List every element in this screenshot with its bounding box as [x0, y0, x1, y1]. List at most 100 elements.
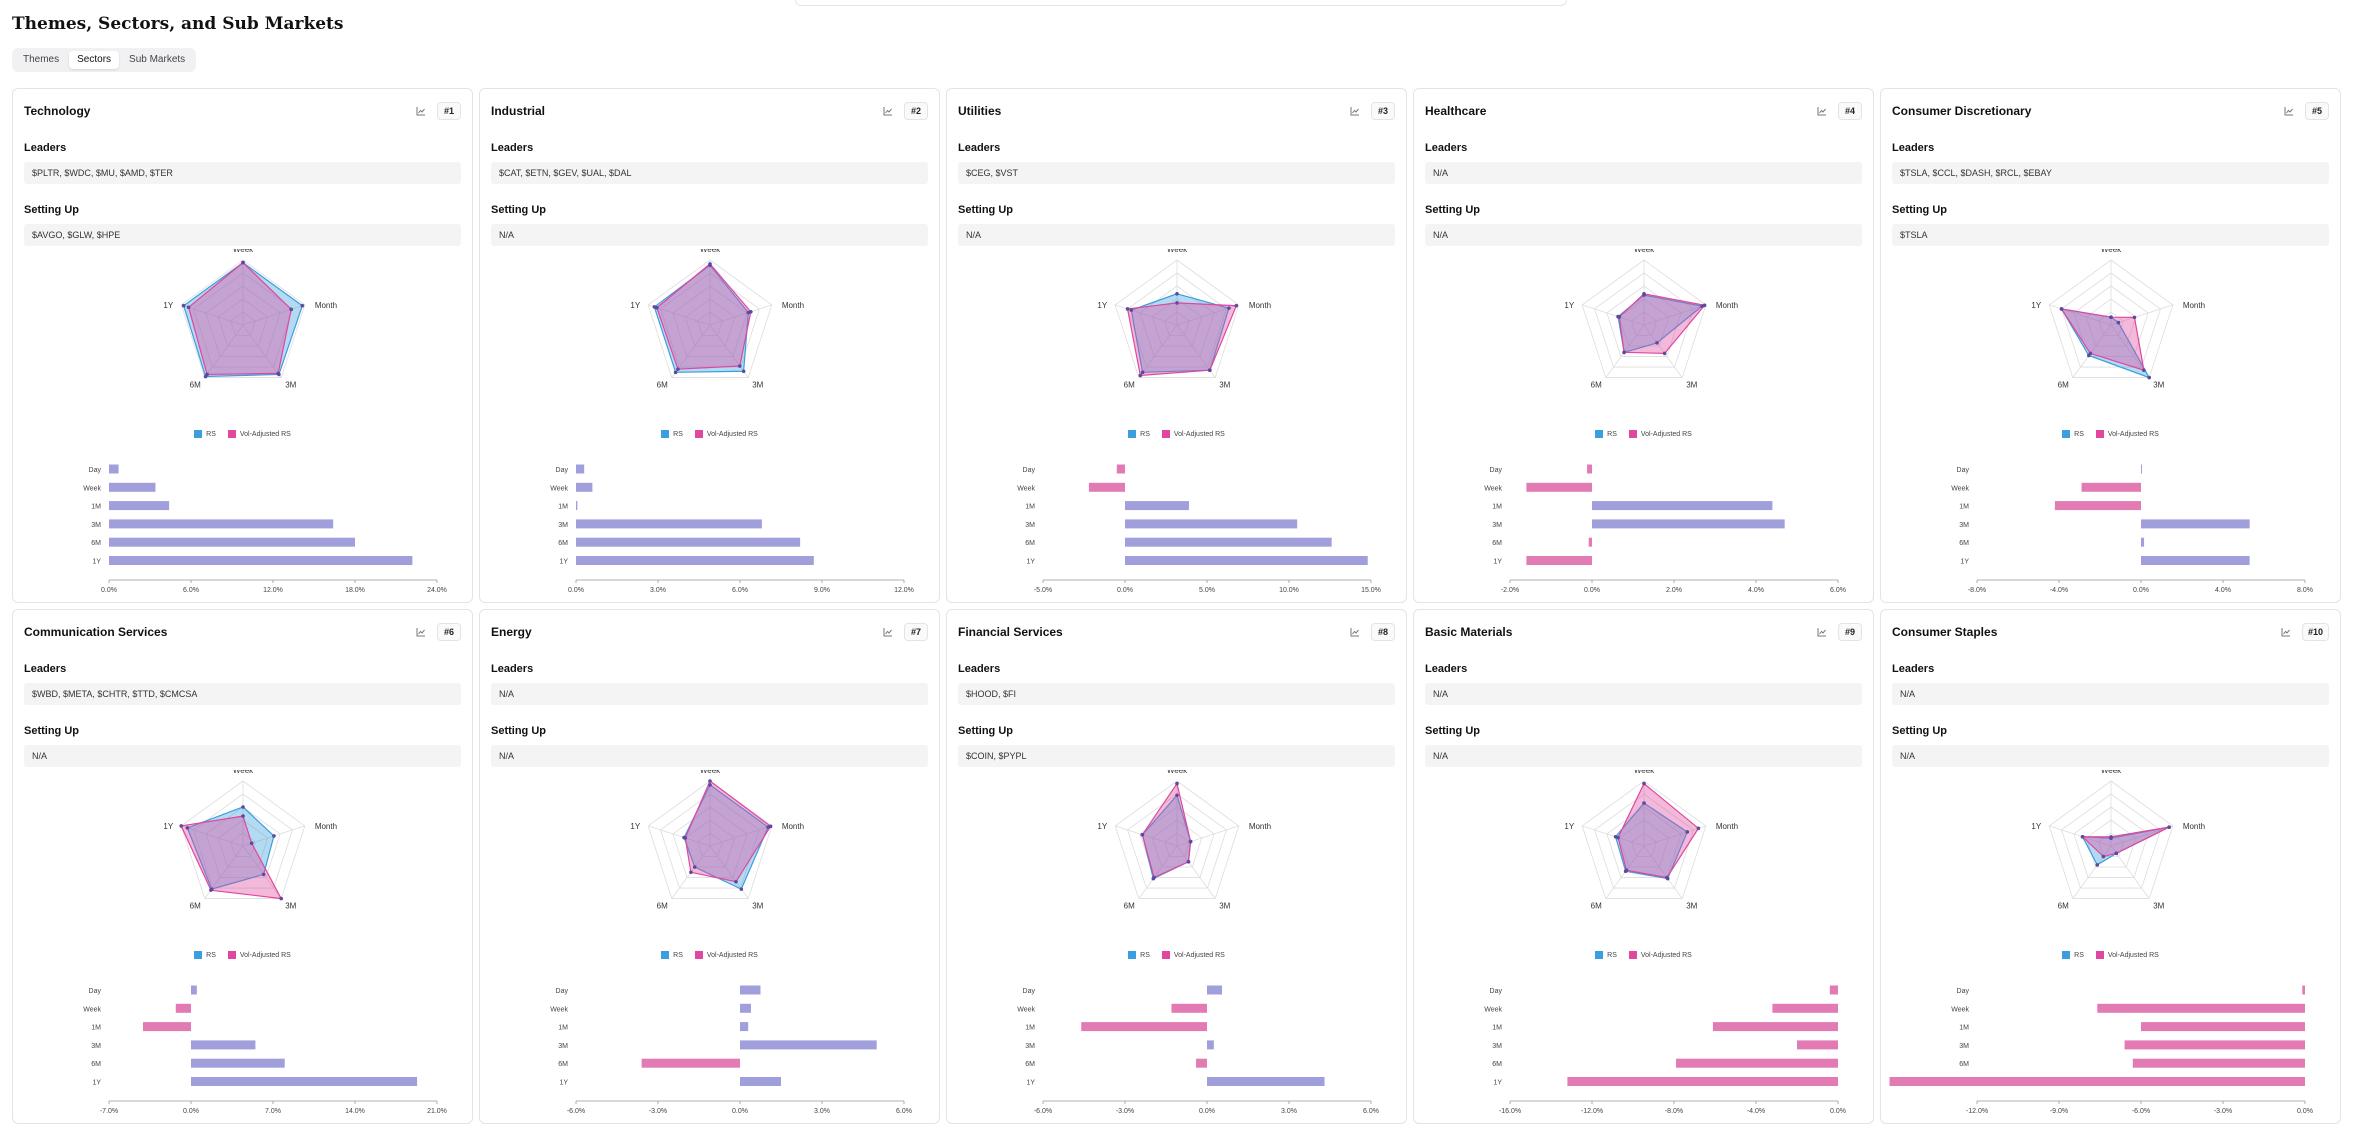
legend-item-vol-adjusted-rs[interactable]: Vol-Adjusted RS	[227, 951, 291, 959]
bar-category-label: Week	[1017, 485, 1035, 492]
bar-chart: Day Week 1M 3M 6M 1Y -6.0% -3.0% 0.0% 3.0% 6.0%	[550, 985, 912, 1115]
x-tick-label: 21.0%	[427, 1108, 447, 1115]
legend-item-vol-adjusted-rs[interactable]: Vol-Adjusted RS	[2095, 951, 2159, 959]
radar-grid-ring	[1127, 793, 1227, 889]
chart-view-button[interactable]	[1345, 622, 1365, 642]
legend-item-rs[interactable]: RS	[194, 951, 216, 959]
bar	[2141, 537, 2145, 547]
chart-view-button[interactable]	[411, 622, 431, 642]
bar-category-label: Day	[1957, 467, 1970, 474]
sector-card: Utilities #3 Leaders $CEG, $VST Setting Up N/…	[946, 88, 1407, 603]
tab-sub-markets[interactable]: Sub Markets	[129, 54, 186, 65]
tab-sectors[interactable]: Sectors	[69, 51, 120, 69]
chart-view-button[interactable]	[411, 101, 431, 121]
radar-axis-label: 1Y	[1097, 822, 1107, 831]
legend-swatch-rs	[2062, 430, 2071, 438]
radar-axis-label: Month	[315, 822, 337, 831]
sector-grid: Technology #1 Leaders $PLTR, $WDC, $MU, $AM…	[12, 88, 2341, 1124]
legend-item-vol-adjusted-rs[interactable]: Vol-Adjusted RS	[694, 430, 758, 438]
legend-item-vol-adjusted-rs[interactable]: Vol-Adjusted RS	[227, 430, 291, 438]
legend-item-rs[interactable]: RS	[661, 951, 683, 959]
legend: RS Vol-Adjusted RS	[947, 949, 1406, 961]
radar-axis-label: 3M	[1686, 902, 1697, 911]
legend-item-vol-adjusted-rs[interactable]: Vol-Adjusted RS	[1161, 951, 1225, 959]
legend-item-vol-adjusted-rs[interactable]: Vol-Adjusted RS	[2095, 430, 2159, 438]
tab-bar: Themes Sectors Sub Markets	[12, 48, 197, 72]
chart-view-button[interactable]	[878, 101, 898, 121]
bar	[109, 556, 413, 565]
radar-point	[1175, 301, 1179, 305]
radar-point	[272, 834, 276, 838]
radar-chart: Week Month 3M 6M 1Y	[1564, 249, 1738, 390]
bar-chart: Day Week 1M 3M 6M 1Y -6.0% -3.0% 0.0% 3.0% 6.0%	[1017, 985, 1379, 1115]
bar-chart: Day Week 1M 3M 6M 1Y -16.0% -12.0% -8.0% -4.0% 0.0…	[1484, 985, 1846, 1115]
legend-item-vol-adjusted-rs[interactable]: Vol-Adjusted RS	[1628, 430, 1692, 438]
radar-series-rs	[186, 806, 275, 890]
bar	[191, 985, 197, 995]
radar-axis-label: 3M	[1219, 902, 1230, 911]
legend-label-rs: RS	[1140, 951, 1150, 959]
legend-item-rs[interactable]: RS	[2062, 430, 2084, 438]
radar-grid-ring	[1606, 806, 1682, 878]
bar-category-label: 3M	[1025, 522, 1035, 529]
bar-category-label: Week	[550, 1006, 568, 1013]
radar-point	[186, 305, 191, 310]
radar-point	[1186, 859, 1191, 864]
leaders-label: Leaders	[1892, 142, 1935, 154]
radar-point	[673, 370, 678, 375]
leaders-value: N/A	[1425, 683, 1862, 705]
radar-chart: Week Month 3M 6M 1Y	[1097, 249, 1271, 390]
radar-series-vol-adjusted-rs	[1126, 302, 1238, 377]
legend: RS Vol-Adjusted RS	[13, 428, 472, 440]
legend-item-rs[interactable]: RS	[1128, 430, 1150, 438]
bar	[2081, 482, 2141, 492]
radar-spoke	[242, 304, 305, 326]
line-chart-icon	[2281, 628, 2290, 637]
setting-up-value: N/A	[24, 745, 461, 767]
chart-view-button[interactable]	[1812, 101, 1832, 121]
chart-view-button[interactable]	[2279, 101, 2299, 121]
radar-chart: Week Month 3M 6M 1Y	[163, 249, 337, 390]
bar-category-label: 6M	[1025, 540, 1035, 547]
bar	[1207, 1077, 1325, 1086]
chart-view-button[interactable]	[2276, 622, 2296, 642]
legend-item-rs[interactable]: RS	[661, 430, 683, 438]
bar	[1829, 985, 1838, 995]
radar-point	[1622, 350, 1626, 355]
x-tick-label: 4.0%	[1748, 587, 1764, 594]
legend-item-vol-adjusted-rs[interactable]: Vol-Adjusted RS	[1628, 951, 1692, 959]
chart-view-button[interactable]	[1812, 622, 1832, 642]
legend-item-rs[interactable]: RS	[2062, 951, 2084, 959]
radar-axis-label: Month	[782, 822, 804, 831]
radar-grid-ring	[205, 806, 281, 878]
bar	[2124, 1040, 2305, 1050]
radar-spoke	[1582, 304, 1645, 326]
chart-view-button[interactable]	[1345, 101, 1365, 121]
x-tick-label: -9.0%	[2050, 1108, 2068, 1115]
x-tick-label: 6.0%	[732, 587, 748, 594]
radar-grid-ring	[672, 285, 748, 357]
bar-category-label: Day	[1023, 988, 1036, 995]
setting-up-label: Setting Up	[1892, 204, 1947, 216]
tab-themes[interactable]: Themes	[23, 54, 60, 65]
radar-spoke	[2110, 825, 2173, 847]
x-tick-label: 6.0%	[896, 1108, 912, 1115]
legend-item-vol-adjusted-rs[interactable]: Vol-Adjusted RS	[1161, 430, 1225, 438]
legend-item-vol-adjusted-rs[interactable]: Vol-Adjusted RS	[694, 951, 758, 959]
radar-axis-label: Week	[233, 770, 254, 775]
chart-view-button[interactable]	[878, 622, 898, 642]
sector-title: Consumer Staples	[1892, 625, 1998, 639]
legend-item-rs[interactable]: RS	[1595, 430, 1617, 438]
bar-category-label: 3M	[558, 522, 568, 529]
legend: RS Vol-Adjusted RS	[480, 949, 939, 961]
radar-grid-ring	[1631, 832, 1657, 857]
card-header: Industrial #2	[491, 101, 928, 121]
legend-item-rs[interactable]: RS	[1595, 951, 1617, 959]
legend-item-rs[interactable]: RS	[1128, 951, 1150, 959]
radar-chart: Week Month 3M 6M 1Y	[630, 249, 804, 390]
sector-title: Communication Services	[24, 625, 168, 639]
setting-up-label: Setting Up	[1425, 725, 1480, 737]
x-tick-label: 0.0%	[2297, 1108, 2313, 1115]
legend-item-rs[interactable]: RS	[194, 430, 216, 438]
card-header: Energy #7	[491, 622, 928, 642]
